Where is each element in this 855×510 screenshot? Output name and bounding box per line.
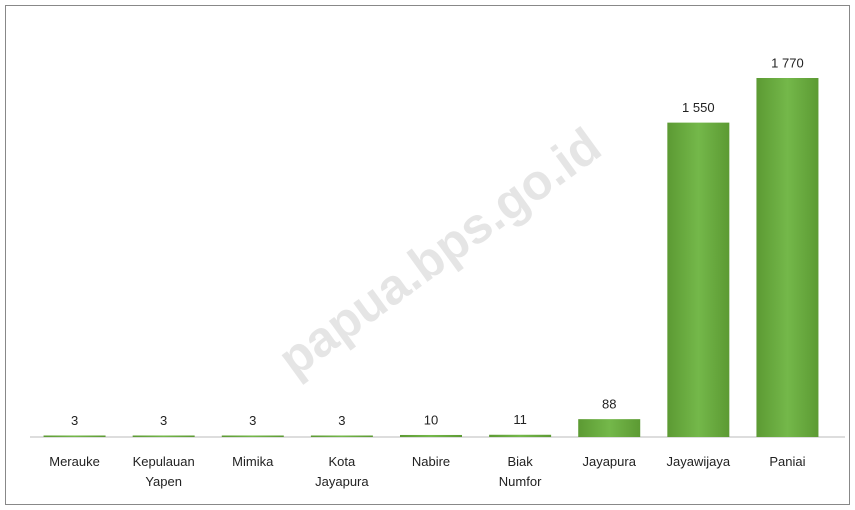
bar xyxy=(221,435,284,437)
bar xyxy=(400,434,462,437)
value-label: 3 xyxy=(249,413,256,428)
x-tick-label: Paniai xyxy=(769,454,806,469)
value-label: 3 xyxy=(160,413,167,428)
value-label: 11 xyxy=(513,412,527,427)
bar xyxy=(310,435,373,437)
x-tick-label: Merauke xyxy=(49,454,100,469)
value-label: 1 550 xyxy=(682,100,715,115)
value-label: 88 xyxy=(602,397,616,412)
bar xyxy=(667,122,730,438)
chart-frame xyxy=(5,5,850,505)
value-label: 1 770 xyxy=(771,55,804,70)
x-tick-label: Biak Numfor xyxy=(498,454,542,489)
x-tick-label: Kota Jayapura xyxy=(315,454,369,489)
x-tick-label: Jayawijaya xyxy=(666,454,731,469)
x-tick-label: Kepulauan Yapen xyxy=(132,454,195,489)
value-label: 10 xyxy=(424,412,438,427)
bar xyxy=(756,78,819,437)
x-tick-label: Mimika xyxy=(232,454,274,469)
bar xyxy=(578,419,641,437)
x-tick-label: Jayapura xyxy=(582,454,636,469)
bar xyxy=(43,435,106,437)
value-label: 3 xyxy=(338,413,345,428)
bar xyxy=(132,435,195,437)
x-tick-label: Nabire xyxy=(411,454,451,469)
bar xyxy=(489,434,552,437)
value-label: 3 xyxy=(71,413,78,428)
